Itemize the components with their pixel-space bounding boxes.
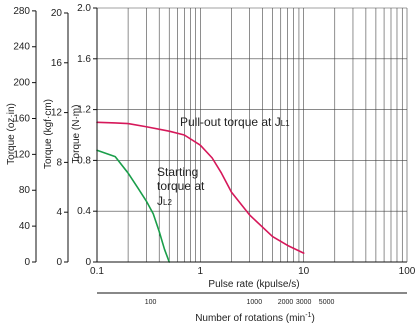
x-tick-label: 0.1 [90, 266, 104, 277]
x-axis-label: Pulse rate (kpulse/s) [208, 279, 299, 290]
starting-label-line1: Starting [157, 165, 198, 179]
pullout-label: Pull-out torque at JL1 [180, 115, 290, 129]
secondary-y-tick-label: 80 [19, 185, 31, 196]
y-tick-label: 0 [85, 257, 91, 268]
y-tick-label: 0.4 [77, 206, 91, 217]
secondary-y-tick-label: 120 [13, 149, 30, 160]
axes: 0.1 1 10 10000.40.81.21.62.0048121620040801… [13, 3, 415, 306]
series-line-1 [96, 149, 171, 263]
secondary-x-tick-label: 100 [145, 299, 157, 306]
series-lines [96, 121, 305, 263]
x-tick-label: 1 [198, 266, 204, 277]
series-line-0 [96, 121, 305, 254]
secondary-x-tick-label: 3000 [296, 299, 312, 306]
secondary-y-tick-label: 16 [51, 58, 63, 69]
starting-label-line3: JL2 [157, 194, 172, 208]
grid-lines [97, 7, 407, 262]
secondary-x-tick-label: 1000 [247, 299, 263, 306]
x-tick-label: 100 [399, 266, 416, 277]
secondary-x-tick-label: 2000 [278, 299, 294, 306]
secondary-y-tick-label: 8 [56, 157, 62, 168]
x-tick-label: 10 [298, 266, 310, 277]
y-axis-label-ozin: Torque (oz·in) [6, 103, 17, 165]
annotations: Pull-out torque at JL1 Starting torque a… [157, 115, 290, 208]
secondary-y-tick-label: 240 [13, 42, 30, 53]
starting-label-line2: torque at [157, 179, 205, 193]
secondary-y-tick-label: 200 [13, 78, 30, 89]
secondary-y-tick-label: 0 [24, 257, 30, 268]
secondary-y-tick-label: 12 [51, 108, 63, 119]
secondary-y-tick-label: 0 [56, 257, 62, 268]
y-tick-label: 2.0 [77, 3, 91, 14]
secondary-x-axis-label: Number of rotations (min-1) [195, 312, 315, 324]
secondary-y-tick-label: 40 [19, 221, 31, 232]
y-tick-label: 1.2 [77, 105, 91, 116]
y-axis-label-kgfcm: Torque (kgf·cm) [43, 99, 54, 169]
secondary-y-tick-label: 160 [13, 113, 30, 124]
y-tick-label: 1.6 [77, 54, 91, 65]
secondary-x-tick-label: 5000 [319, 299, 335, 306]
secondary-y-tick-label: 20 [51, 8, 63, 19]
secondary-y-tick-label: 4 [56, 207, 62, 218]
secondary-y-tick-label: 280 [13, 6, 30, 17]
y-tick-label: 0.8 [77, 155, 91, 166]
y-axis-label-nm: Torque (N·m) [71, 105, 82, 164]
